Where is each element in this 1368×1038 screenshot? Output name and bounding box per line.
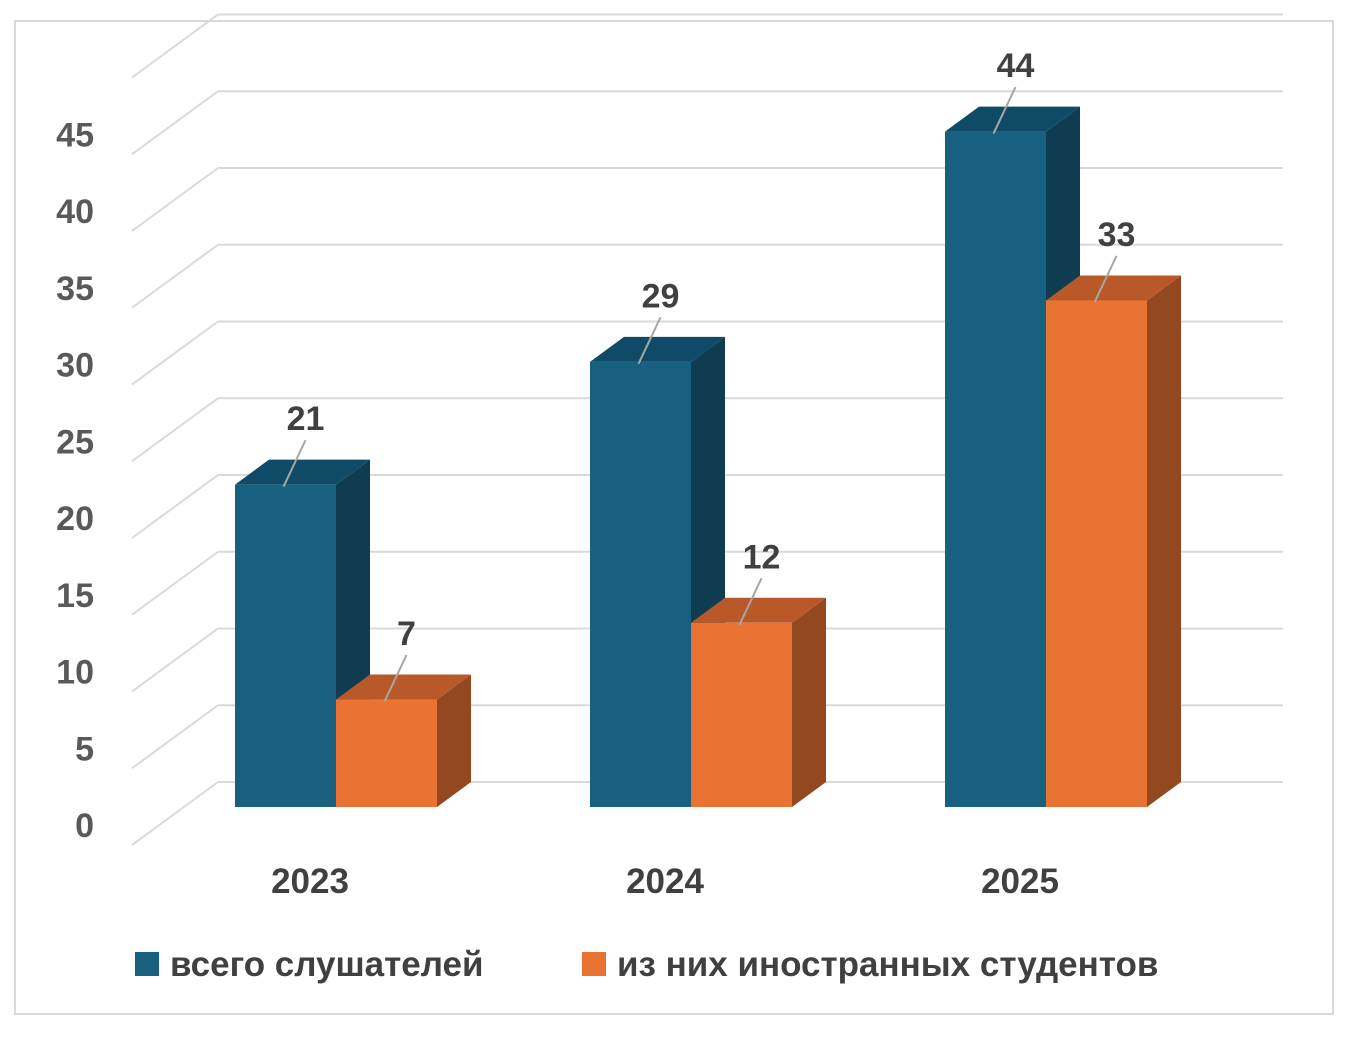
bar-2023-total xyxy=(235,459,370,807)
gridline-side xyxy=(131,167,219,232)
y-tick-label: 25 xyxy=(56,423,94,461)
bar-top xyxy=(1046,275,1181,301)
bar-front xyxy=(235,484,336,807)
gridline-side xyxy=(131,397,219,463)
data-label: 33 xyxy=(1098,216,1136,254)
gridline-side xyxy=(131,704,219,770)
bar-side xyxy=(437,674,471,807)
gridline-side xyxy=(131,320,219,386)
bars xyxy=(235,106,1181,808)
y-tick-label: 45 xyxy=(56,116,94,154)
bar-top xyxy=(590,336,725,362)
data-label-leader xyxy=(992,86,1017,135)
data-label: 44 xyxy=(997,47,1035,85)
legend-item: из них иностранных студентов xyxy=(582,945,1158,984)
data-label-leader xyxy=(738,577,763,626)
gridline-side xyxy=(131,474,219,539)
gridline-side xyxy=(131,243,219,309)
bar-2024-foreign xyxy=(691,597,826,807)
y-tick-label: 15 xyxy=(56,577,94,615)
bar-front xyxy=(336,699,437,807)
category-label: 2023 xyxy=(271,862,349,901)
bar-top xyxy=(691,597,826,623)
bar-front xyxy=(1046,300,1147,807)
bar-top xyxy=(336,674,471,700)
bar-2023-foreign xyxy=(336,674,471,807)
category-label: 2024 xyxy=(626,862,704,901)
gridline-side xyxy=(131,90,219,156)
data-label-leader xyxy=(282,439,307,488)
gridline-side xyxy=(131,550,219,616)
data-label-leader xyxy=(637,316,662,365)
data-label: 12 xyxy=(743,538,781,576)
y-tick-label: 0 xyxy=(75,807,94,845)
data-labels: 21 7 29 12 44 33 xyxy=(282,47,1136,702)
y-tick-label: 10 xyxy=(56,654,94,692)
bar-front xyxy=(590,361,691,807)
data-label-leader xyxy=(1093,255,1118,303)
y-tick-label: 30 xyxy=(56,347,94,385)
bar-top xyxy=(945,106,1080,132)
legend: всего слушателей из них иностранных студе… xyxy=(135,945,1158,984)
y-axis-ticks: 0 5 10 15 20 25 30 35 40 45 xyxy=(56,116,94,845)
bar-side xyxy=(792,597,826,807)
bar-side xyxy=(1147,275,1181,807)
legend-swatch xyxy=(135,952,159,976)
data-label: 29 xyxy=(642,277,680,315)
gridline-side xyxy=(131,781,219,846)
bar-2025-foreign xyxy=(1046,275,1181,807)
data-label: 7 xyxy=(397,615,416,653)
data-label: 21 xyxy=(287,400,325,438)
y-tick-label: 20 xyxy=(56,500,94,538)
legend-item: всего слушателей xyxy=(135,945,484,984)
y-tick-label: 5 xyxy=(75,730,94,768)
legend-label: из них иностранных студентов xyxy=(617,945,1158,984)
legend-swatch xyxy=(582,952,606,976)
legend-label: всего слушателей xyxy=(170,945,484,984)
bar-front xyxy=(691,622,792,807)
x-axis-labels: 2023 2024 2025 xyxy=(271,862,1059,901)
y-tick-label: 40 xyxy=(56,193,94,231)
gridline-side xyxy=(131,627,219,693)
gridline-side xyxy=(131,13,219,79)
y-tick-label: 35 xyxy=(56,270,94,308)
bar-top xyxy=(235,459,370,485)
category-label: 2025 xyxy=(981,862,1059,901)
data-label-leader xyxy=(383,654,408,702)
bar-front xyxy=(945,131,1046,808)
